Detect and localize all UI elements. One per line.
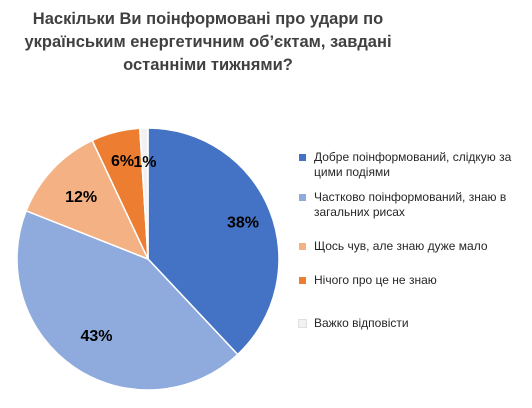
legend-label-5: Важко відповісти — [314, 316, 409, 330]
pie-data-label-5: 1% — [133, 154, 156, 171]
pie-slice-1 — [147, 127, 280, 356]
chart-title-line-2: українським енергетичним об’єктам, завда… — [24, 33, 392, 51]
chart-title-line-3: останніми тижнями? — [123, 56, 293, 74]
legend-item-5: Важко відповісти — [298, 316, 528, 331]
pie-data-label-4: 6% — [111, 153, 134, 170]
chart-legend: Добре поінформований, слідкую за цими по… — [298, 150, 528, 331]
legend-label-1: Добре поінформований, слідкую за цими по… — [314, 150, 512, 179]
chart-title: Наскільки Ви поінформовані про удари по … — [8, 8, 408, 77]
legend-label-3: Щось чув, але знаю дуже мало — [314, 239, 488, 253]
pie-slices — [16, 127, 280, 391]
legend-swatch-1 — [299, 154, 306, 161]
pie-slice-2 — [16, 209, 239, 391]
legend-swatch-2 — [299, 194, 306, 201]
legend-item-2: Частково поінформований, знаю в загальни… — [298, 190, 528, 220]
pie-slice-5 — [138, 127, 149, 260]
pie-data-label-1: 38% — [227, 214, 259, 231]
pie-data-labels: 38% 43% 12% 6% 1% — [65, 153, 259, 345]
pie-slice-3 — [25, 139, 150, 261]
legend-swatch-4 — [299, 277, 306, 284]
legend-label-4: Нічого про це не знаю — [314, 273, 437, 287]
legend-item-3: Щось чув, але знаю дуже мало — [298, 239, 528, 254]
chart-title-line-1: Наскільки Ви поінформовані про удари по — [32, 10, 384, 28]
legend-label-2: Частково поінформований, знаю в загальни… — [314, 190, 507, 219]
pie-data-label-3: 12% — [65, 189, 97, 206]
legend-swatch-5 — [298, 319, 307, 328]
legend-swatch-3 — [299, 243, 306, 250]
pie-data-label-2: 43% — [80, 328, 112, 345]
legend-item-1: Добре поінформований, слідкую за цими по… — [298, 150, 528, 180]
legend-item-4: Нічого про це не знаю — [298, 273, 528, 288]
